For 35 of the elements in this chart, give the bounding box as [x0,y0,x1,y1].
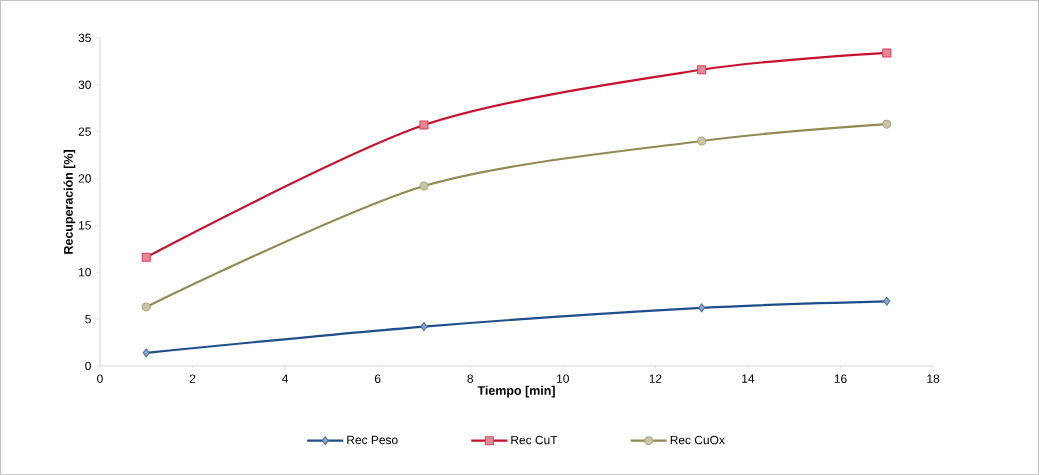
x-tick-label: 8 [467,374,474,383]
y-tick-label: 0 [85,361,91,371]
point [141,252,151,262]
y-tick-label: 20 [78,174,91,183]
y-tick-label: 15 [79,221,91,230]
point [419,120,429,130]
x-tick-label: 12 [649,374,662,383]
x-tick-label: 16 [834,374,847,383]
point [882,48,892,58]
x-axis-title: Tiempo [min] [477,385,555,398]
y-tick-label: 5 [85,314,91,324]
point [142,348,150,358]
point [697,65,707,75]
point [141,302,151,312]
point [697,136,707,146]
point [419,181,429,191]
point [698,303,706,313]
x-tick-label: 4 [282,374,289,383]
y-tick-label: 30 [78,80,91,90]
point [420,322,428,332]
y-tick-label: 25 [78,127,91,136]
x-tick-label: 0 [97,374,103,383]
x-tick-label: 14 [742,374,755,383]
y-tick-label: 35 [78,33,91,43]
legend-label: Rec CuT [511,435,558,445]
legend-label: Rec Peso [347,435,398,445]
y-axis-title: Recuperación [%] [63,150,76,254]
x-tick-label: 18 [927,374,940,383]
point [882,119,892,129]
y-tick-label: 10 [79,268,91,277]
legend-label: Rec CuOx [670,435,725,445]
x-tick-label: 10 [557,374,569,383]
x-tick-label: 2 [189,374,196,383]
x-tick-label: 6 [374,374,381,383]
point [883,296,891,306]
